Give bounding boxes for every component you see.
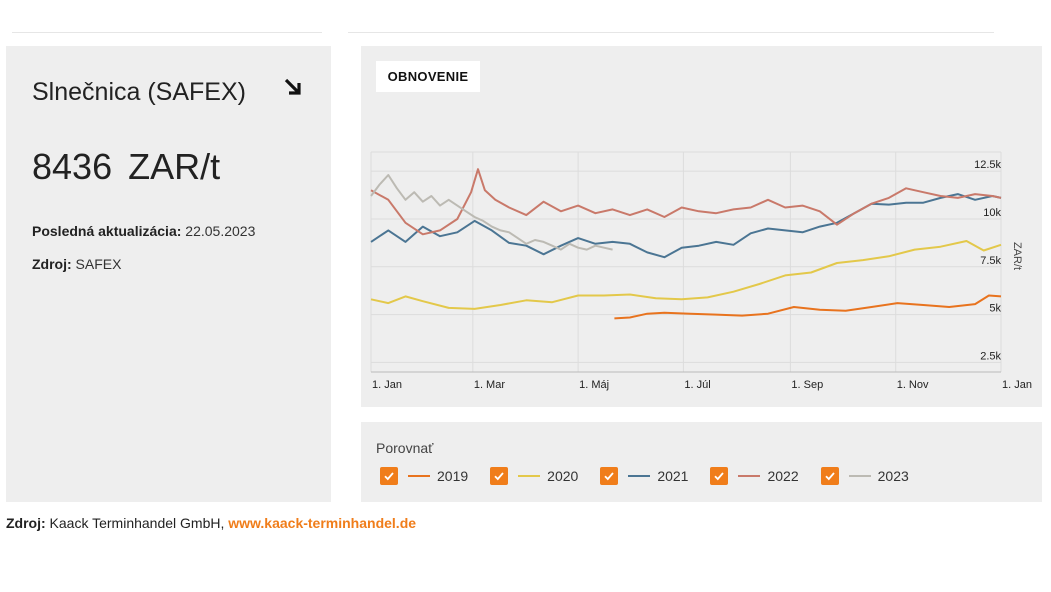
legend-item-2019[interactable]: 2019 xyxy=(380,467,468,485)
legend-item-2022[interactable]: 2022 xyxy=(710,467,799,485)
legend-label: 2019 xyxy=(437,468,469,484)
legend-item-2020[interactable]: 2020 xyxy=(490,467,578,485)
footer-source-label: Zdroj: xyxy=(6,515,46,531)
series-line-2023 xyxy=(370,174,613,251)
last-update-label: Posledná aktualizácia: xyxy=(32,223,182,239)
series-line-2022 xyxy=(370,168,1002,236)
price-display: 8436 ZAR/t xyxy=(32,146,220,188)
last-update-value: 22.05.2023 xyxy=(185,223,256,239)
legend-swatch xyxy=(738,475,761,477)
last-update: Posledná aktualizácia: 22.05.2023 xyxy=(32,223,255,239)
y-tick-label: 5k xyxy=(989,303,1001,315)
x-tick-label: 1. Sep xyxy=(791,379,823,391)
divider-left xyxy=(12,32,322,33)
legend-label: 2021 xyxy=(657,468,689,484)
y-tick-label: 10k xyxy=(983,207,1001,219)
y-tick-label: 12.5k xyxy=(974,159,1001,171)
legend-swatch xyxy=(848,475,871,477)
source-value: SAFEX xyxy=(75,256,122,272)
series-line-2019 xyxy=(614,294,1002,320)
price-value: 8436 xyxy=(32,146,113,187)
arrow-down-right-icon xyxy=(284,78,301,95)
data-source: Zdroj: SAFEX xyxy=(32,256,121,272)
checkbox-checked-icon[interactable] xyxy=(820,467,839,485)
legend-label: 2022 xyxy=(767,468,799,484)
refresh-button[interactable]: OBNOVENIE xyxy=(376,61,480,92)
price-unit: ZAR/t xyxy=(128,146,221,187)
commodity-title: Slnečnica (SAFEX) xyxy=(32,78,246,106)
legend-item-2021[interactable]: 2021 xyxy=(600,467,688,485)
legend-label: 2023 xyxy=(877,468,909,484)
legend-swatch xyxy=(408,475,430,477)
y-axis-title: ZAR/t xyxy=(1011,242,1023,270)
divider-right xyxy=(348,32,994,33)
footer-source: Zdroj: Kaack Terminhandel GmbH, www.kaac… xyxy=(6,515,416,531)
price-panel: Slnečnica (SAFEX) 8436 ZAR/t Posledná ak… xyxy=(6,46,331,502)
checkbox-checked-icon[interactable] xyxy=(710,467,729,485)
footer-source-text: Kaack Terminhandel GmbH, xyxy=(49,515,225,531)
x-tick-label: 1. Mar xyxy=(474,379,506,391)
y-tick-label: 2.5k xyxy=(980,350,1001,362)
checkbox-checked-icon[interactable] xyxy=(380,467,398,485)
legend-label: 2020 xyxy=(547,468,579,484)
price-chart: 1. Jan 1. Mar 1. Máj 1. Júl 1. Sep 1. Nov 1. J… xyxy=(370,151,1032,391)
chart-panel: 1. Jan 1. Mar 1. Máj 1. Júl 1. Sep 1. Nov 1. J… xyxy=(361,46,1042,407)
checkbox-checked-icon[interactable] xyxy=(490,467,509,485)
source-label: Zdroj: xyxy=(32,256,72,272)
year-legend: 2019 2020 2021 2022 2023 xyxy=(380,467,931,485)
checkbox-checked-icon[interactable] xyxy=(600,467,619,485)
compare-panel: Porovnať 2019 2020 2021 2022 2023 xyxy=(361,422,1042,502)
y-tick-label: 7.5k xyxy=(980,255,1001,267)
compare-label: Porovnať xyxy=(376,440,434,456)
legend-swatch xyxy=(628,475,651,477)
x-tick-label: 1. Nov xyxy=(897,379,929,391)
x-tick-label: 1. Máj xyxy=(579,379,609,391)
x-tick-label: 1. Júl xyxy=(684,379,710,391)
x-tick-label: 1. Jan xyxy=(1002,379,1032,391)
legend-swatch xyxy=(518,475,541,477)
footer-source-link[interactable]: www.kaack-terminhandel.de xyxy=(228,515,417,531)
x-tick-label: 1. Jan xyxy=(372,379,402,391)
series-line-2021 xyxy=(370,193,1002,259)
series-line-2020 xyxy=(370,240,1002,310)
legend-item-2023[interactable]: 2023 xyxy=(820,467,909,485)
